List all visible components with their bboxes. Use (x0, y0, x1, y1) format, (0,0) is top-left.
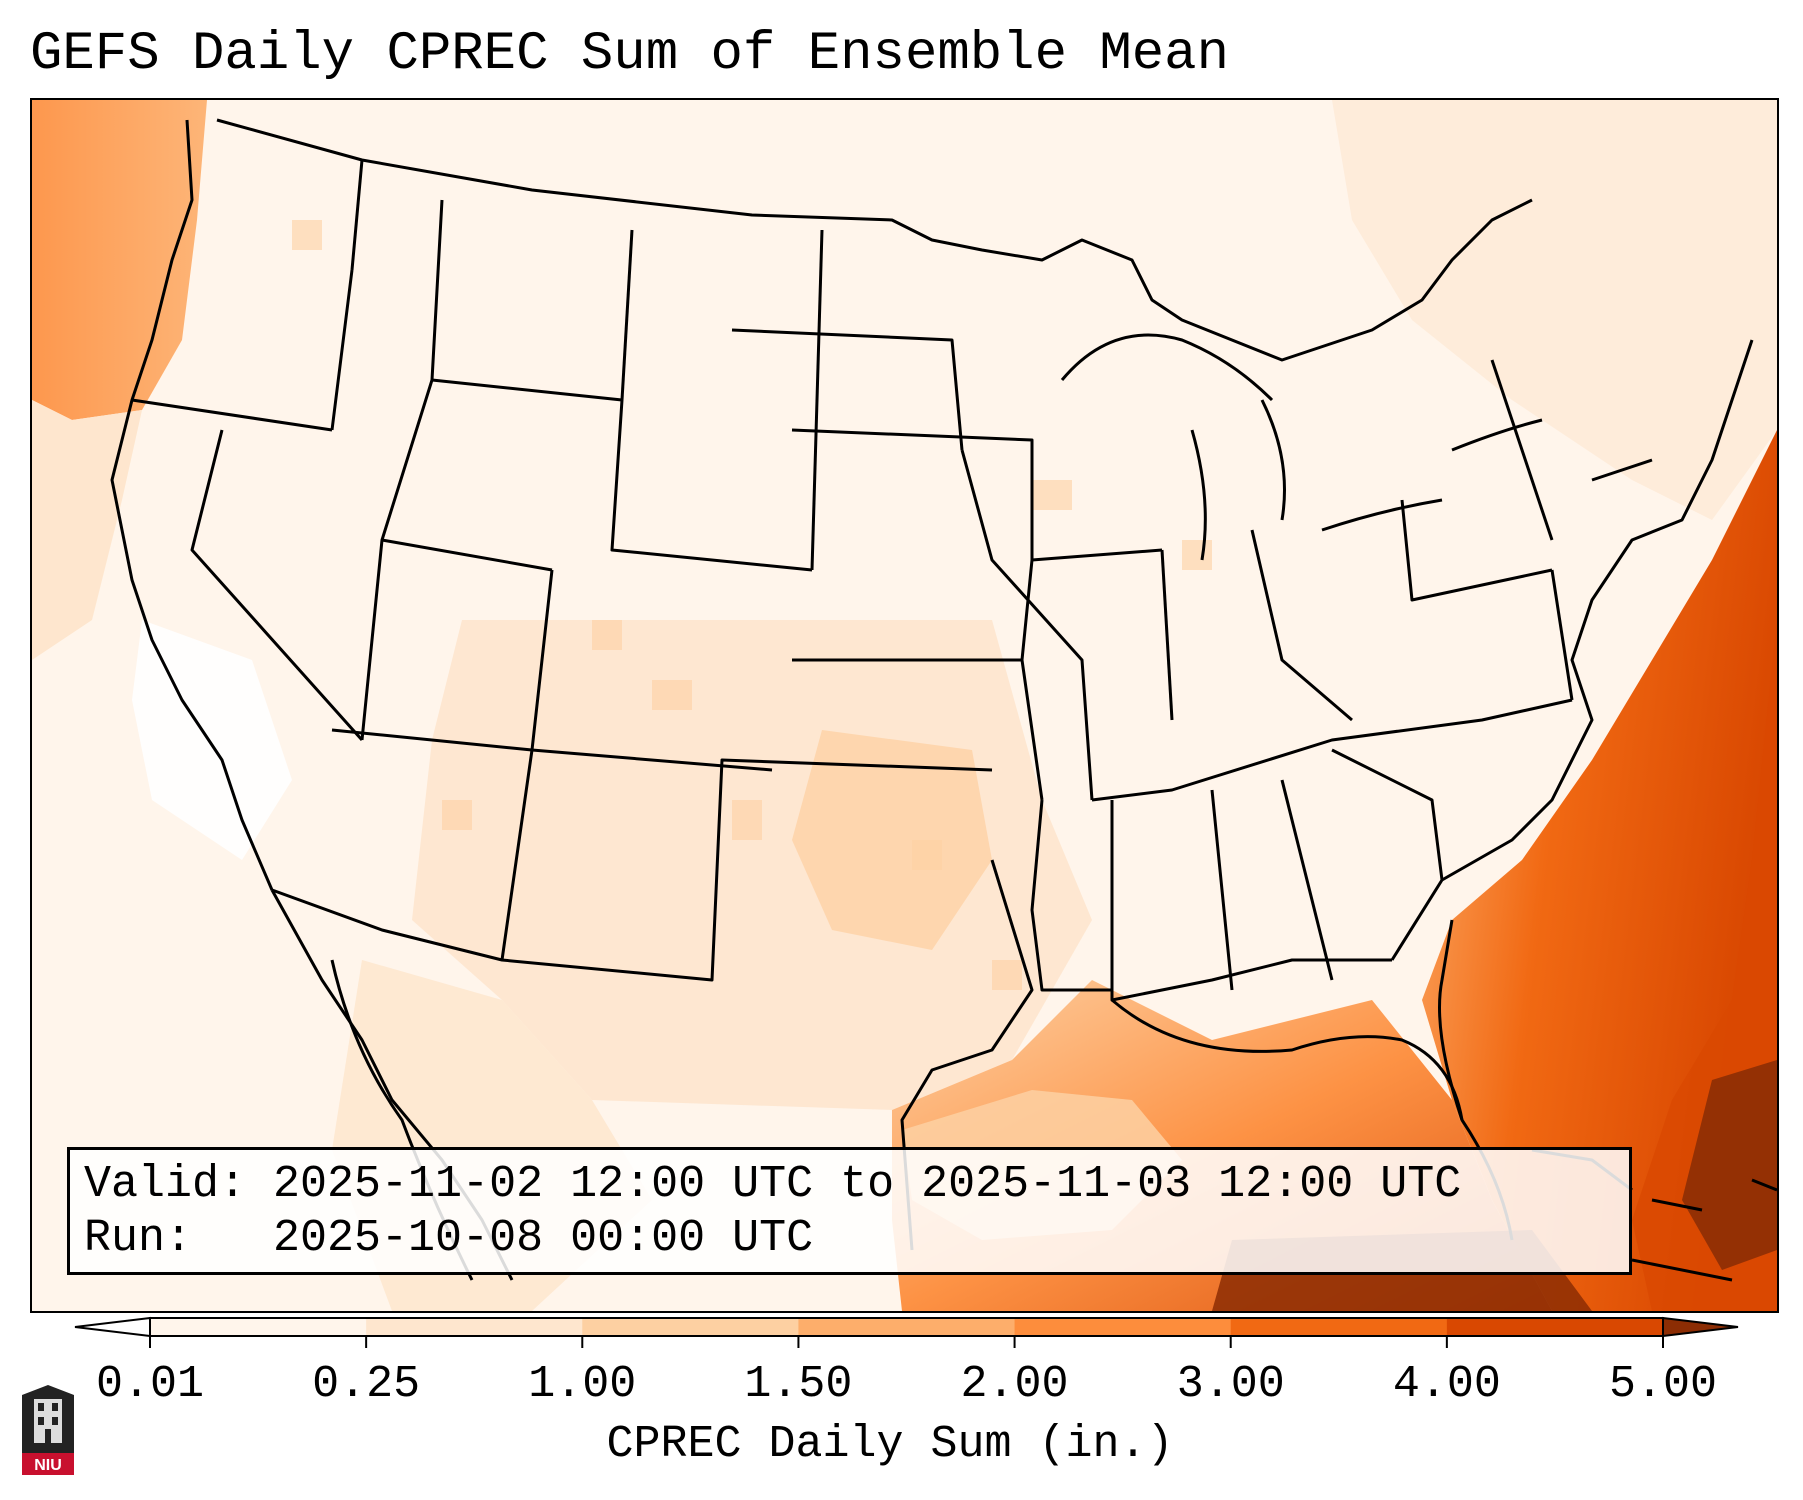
run-time-text: Run: 2025-10-08 00:00 UTC (84, 1213, 814, 1264)
colorbar-extend-high (1662, 1316, 1739, 1338)
field-caribbean-max (1682, 1060, 1777, 1270)
colorbar-tick-label: 0.25 (312, 1359, 421, 1410)
field-northeast (1332, 100, 1777, 520)
colorbar-tick-label: 1.00 (528, 1359, 637, 1410)
colorbar-tick-label: 4.00 (1392, 1359, 1501, 1410)
field-ok-tx (792, 730, 992, 950)
colorbar-outline (149, 1317, 1664, 1337)
colorbar-segment (582, 1318, 799, 1336)
logo-text: NIU (34, 1457, 62, 1474)
colorbar-tick-label: 5.00 (1608, 1359, 1718, 1410)
colorbar-segment (1230, 1318, 1448, 1336)
valid-time-box: Valid: 2025-11-02 12:00 UTC to 2025-11-0… (67, 1147, 1632, 1275)
colorbar-segment (150, 1318, 367, 1336)
colorbar-tick-label: 2.00 (960, 1359, 1069, 1410)
colorbar-segment (1446, 1318, 1664, 1336)
state-borders (110, 118, 1777, 1282)
valid-time-text: Valid: 2025-11-02 12:00 UTC to 2025-11-0… (84, 1159, 1462, 1210)
niu-logo: NIU (20, 1383, 76, 1479)
colorbar-segments (74, 1316, 1739, 1338)
figure-title: GEFS Daily CPREC Sum of Ensemble Mean (30, 24, 1229, 85)
colorbar-tick-label: 1.50 (744, 1359, 853, 1410)
colorbar-tick-label: 0.01 (95, 1359, 205, 1410)
colorbar-extend-low (74, 1316, 151, 1338)
colorbar (0, 1310, 1803, 1500)
colorbar-ticks (149, 1336, 1664, 1348)
colorbar-label: CPREC Daily Sum (in.) (606, 1419, 1174, 1470)
colorbar-segment (1014, 1318, 1232, 1336)
field-central (412, 620, 1092, 1110)
logo-banner (22, 1453, 74, 1475)
precipitation-map (30, 98, 1779, 1313)
field-pixel-blocks (292, 220, 1212, 990)
colorbar-segment (798, 1318, 1016, 1336)
colorbar-canvas (74, 1316, 1739, 1348)
map-canvas (32, 100, 1777, 1311)
colorbar-segment (366, 1318, 583, 1336)
field-pacific-northwest (32, 100, 207, 420)
colorbar-tick-label: 3.00 (1176, 1359, 1285, 1410)
